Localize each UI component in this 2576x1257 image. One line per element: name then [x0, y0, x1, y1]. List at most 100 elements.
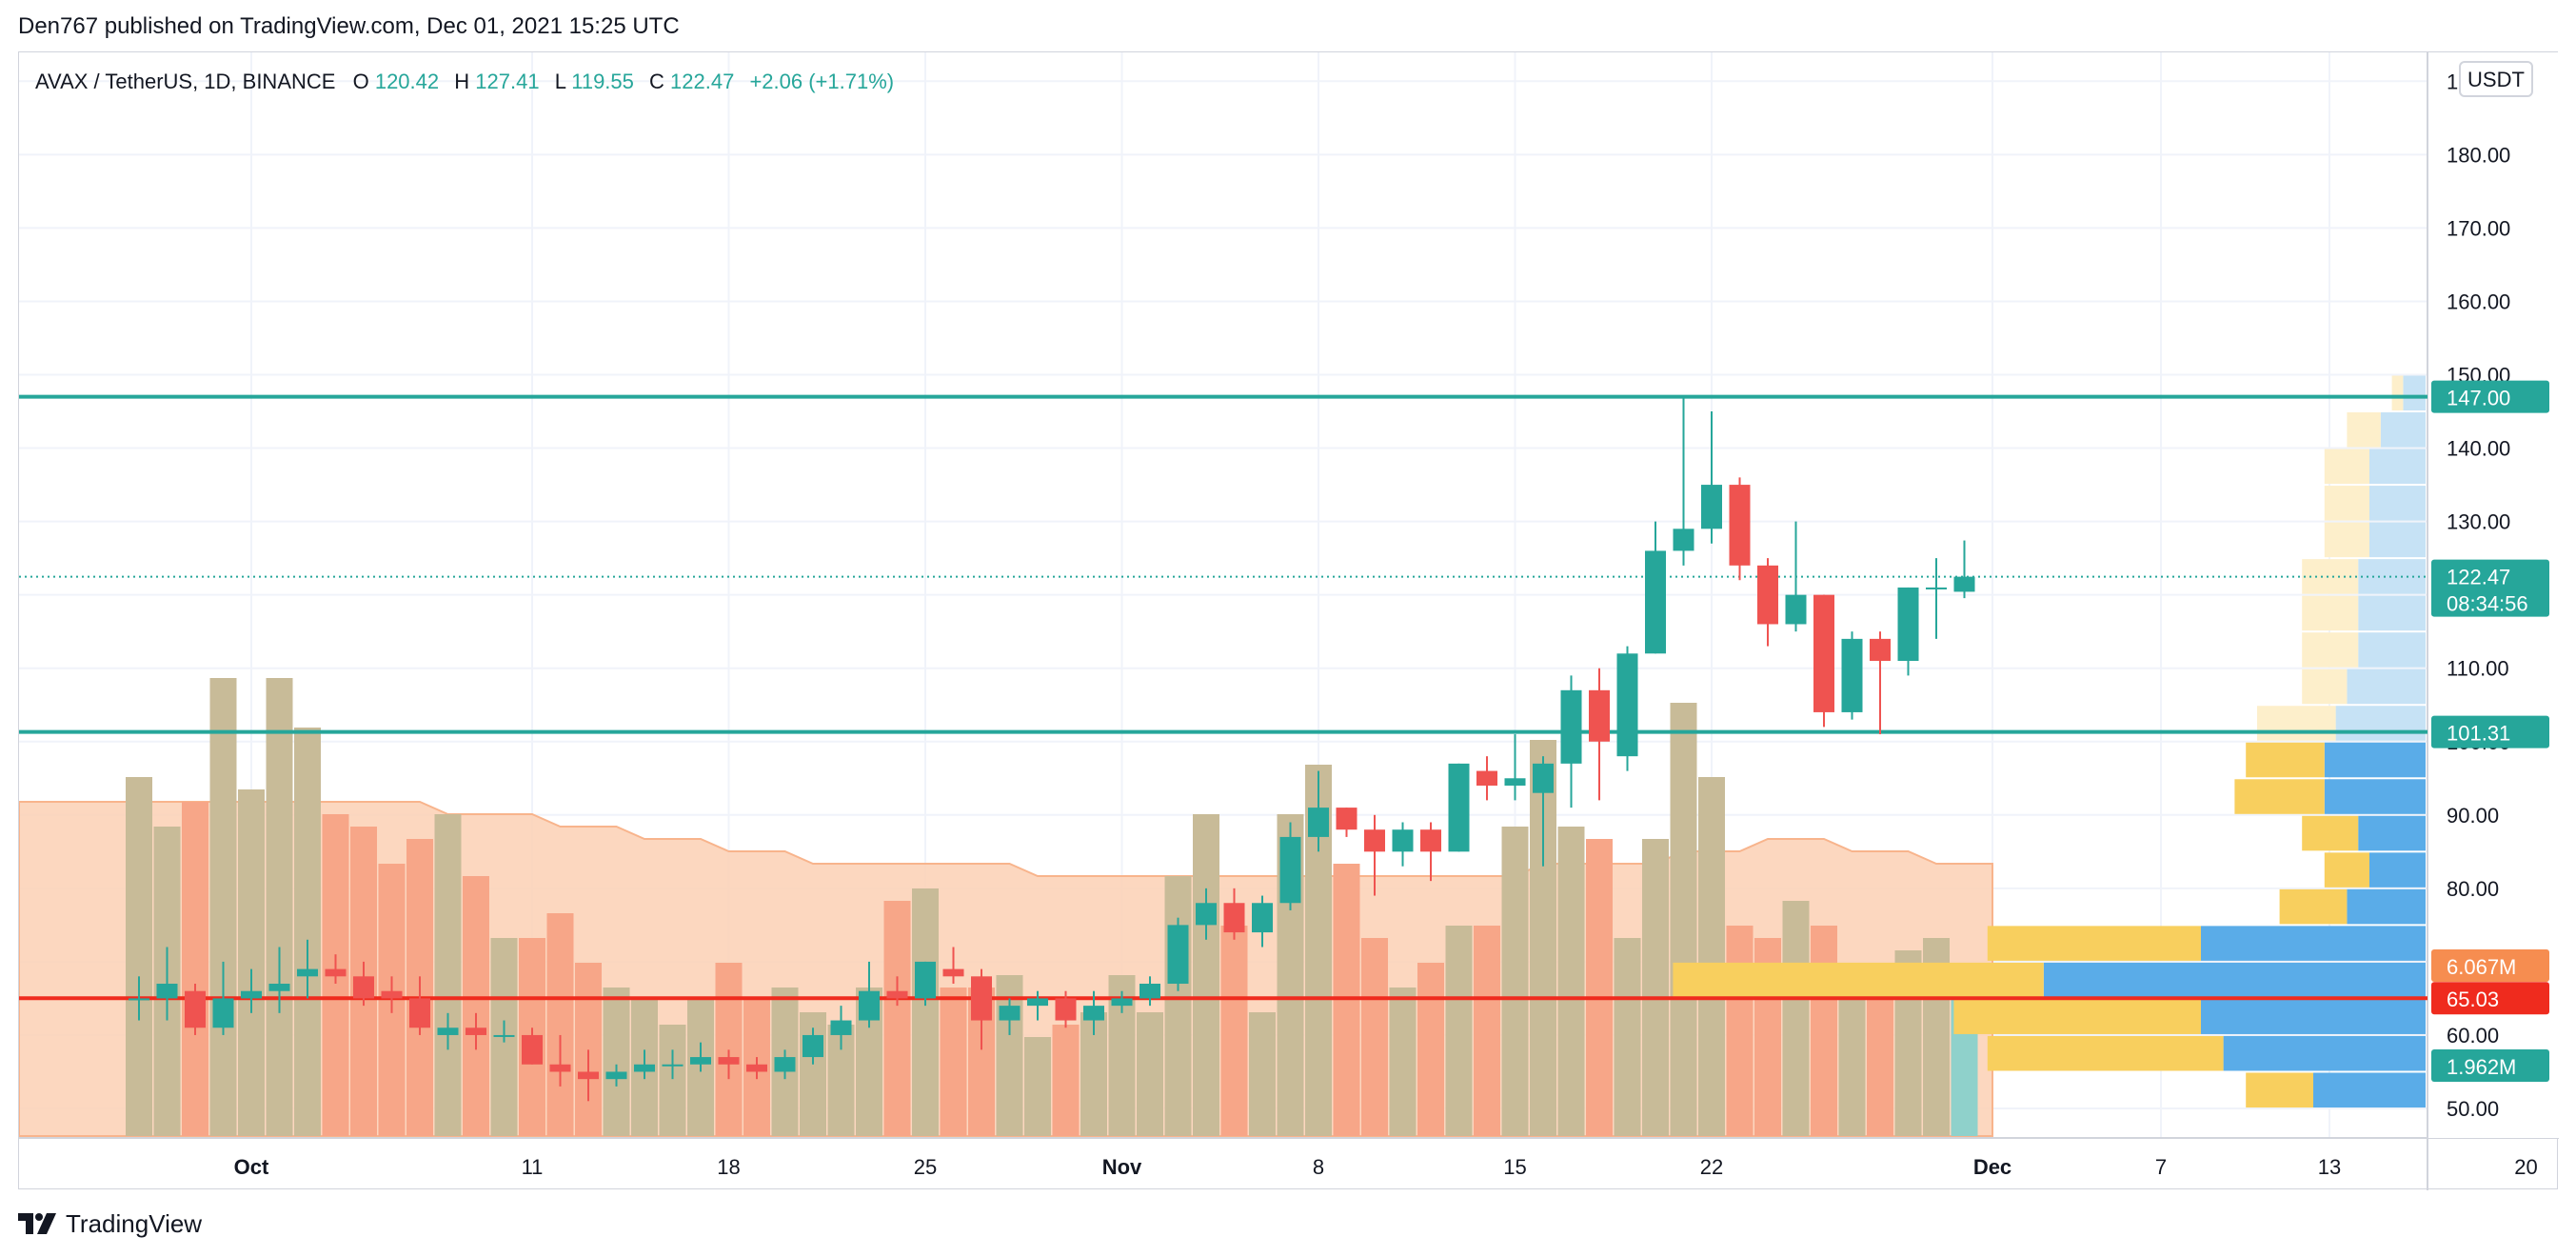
volume-bar	[1361, 938, 1388, 1136]
currency-label: USDT	[2467, 68, 2525, 91]
volume-bar	[1024, 1037, 1051, 1136]
candle-body	[1111, 998, 1133, 1007]
candle-body	[381, 990, 403, 999]
low-label: L	[555, 70, 566, 93]
volume-bar	[1867, 975, 1893, 1136]
candle-body	[578, 1071, 599, 1080]
volume-bar	[575, 963, 602, 1136]
candle-body	[662, 1064, 684, 1067]
candle-body	[634, 1064, 655, 1072]
volume-profile-up	[2369, 522, 2426, 558]
time-tick-label: 13	[2318, 1155, 2341, 1179]
candle-body	[1870, 638, 1891, 661]
low-value: 119.55	[571, 70, 634, 93]
volume-profile-down	[2302, 815, 2359, 851]
candle-body	[1616, 653, 1638, 757]
candle-body	[1813, 594, 1834, 712]
price-tick-label: 90.00	[2447, 804, 2499, 828]
time-tick-label: 20	[2514, 1155, 2537, 1179]
volume-last-label-text: 1.962M	[2447, 1055, 2516, 1079]
candle-body	[803, 1034, 823, 1058]
volume-bar	[912, 888, 939, 1136]
volume-profile-up	[2324, 742, 2426, 778]
volume-bar	[1586, 839, 1613, 1136]
price-tick-label: 60.00	[2447, 1024, 2499, 1048]
volume-profile-down	[2324, 852, 2369, 888]
time-tick-label: 11	[522, 1155, 544, 1179]
time-tick-label: 18	[717, 1155, 740, 1179]
candle-body	[942, 968, 964, 977]
last-price-label-text: 08:34:56	[2447, 592, 2528, 616]
candle-body	[1196, 903, 1217, 926]
level-label-bg	[2431, 982, 2549, 1015]
publication-info: Den767 published on TradingView.com, Dec…	[18, 13, 680, 39]
volume-profile-down	[2324, 449, 2369, 485]
volume-bar	[1052, 1025, 1080, 1136]
candle-body	[466, 1028, 486, 1035]
price-tick-label: 130.00	[2447, 510, 2510, 534]
volume-profile-down	[1987, 1035, 2224, 1071]
volume-bar	[1782, 901, 1810, 1136]
volume-profile-down	[2302, 632, 2359, 668]
candle-body	[493, 1034, 515, 1037]
price-labels: 147.00 101.31 65.03 122.47 08:34:56 6.067M 1.9…	[2431, 380, 2549, 1082]
candle-body	[297, 968, 318, 977]
price-tick-label: 160.00	[2447, 289, 2510, 313]
chart-area[interactable]: 50.0060.0070.0080.0090.00100.00110.00120…	[18, 51, 2559, 1190]
volume-profile-up	[2369, 486, 2426, 521]
volume-profile-down	[2324, 522, 2369, 558]
candle-body	[1953, 576, 1975, 592]
level-label-text: 101.31	[2447, 722, 2510, 746]
volume-bar	[1614, 938, 1641, 1136]
volume-bar	[1642, 839, 1669, 1136]
volume-ma-label-bg	[2431, 949, 2549, 982]
volume-bar	[1726, 926, 1754, 1136]
candle-body	[690, 1057, 711, 1065]
close-label: C	[649, 70, 664, 93]
volume-profile-down	[2246, 742, 2325, 778]
tradingview-logo[interactable]: TradingView	[18, 1207, 202, 1240]
price-chart[interactable]: 50.0060.0070.0080.0090.00100.00110.00120…	[19, 52, 2559, 1190]
open-label: O	[353, 70, 369, 93]
tradingview-logo-icon	[18, 1213, 56, 1234]
symbol-name: AVAX / TetherUS, 1D, BINANCE	[35, 70, 335, 93]
volume-bar	[1811, 926, 1837, 1136]
volume-profile-down	[2302, 559, 2359, 594]
volume-bar	[434, 814, 462, 1136]
level-label-bg	[2431, 715, 2549, 748]
currency-button[interactable]: USDT	[2459, 61, 2533, 97]
time-axis[interactable]: Oct 11 18 25 Nov 8 15 22 Dec 7 13 20	[234, 1155, 2538, 1179]
volume-bar	[659, 1025, 686, 1136]
time-tick-label: 15	[1503, 1155, 1526, 1179]
level-label-bg	[2431, 380, 2549, 413]
volume-bar	[1838, 988, 1866, 1136]
candle-body	[522, 1034, 543, 1065]
symbol-legend[interactable]: AVAX / TetherUS, 1D, BINANCE O 120.42 H …	[35, 70, 894, 93]
volume-bar	[182, 802, 208, 1136]
volume-profile-up	[2358, 632, 2426, 668]
volume-ma-label-text: 6.067M	[2447, 955, 2516, 979]
candle-body	[1589, 689, 1610, 742]
volume-profile-up	[2313, 1072, 2426, 1107]
candle-body	[241, 990, 262, 999]
volume-bar	[546, 913, 574, 1136]
volume-profile-down	[2234, 779, 2325, 814]
candle-body	[1167, 925, 1189, 985]
volume-profile-up	[2347, 888, 2426, 925]
volume-bar	[126, 777, 152, 1136]
candle-body	[1279, 836, 1301, 904]
volume-bar	[1389, 988, 1417, 1136]
candle-body	[1757, 565, 1778, 625]
candle-body	[1448, 763, 1470, 852]
candle-body	[1223, 903, 1245, 933]
volume-profile-down	[2279, 888, 2348, 925]
volume-bar	[1698, 777, 1725, 1136]
volume-profile-down	[2257, 706, 2336, 741]
candle-body	[915, 961, 936, 999]
candle-body	[549, 1064, 571, 1072]
candle-body	[1139, 984, 1160, 999]
candle-body	[774, 1057, 796, 1072]
candle-body	[1701, 485, 1722, 529]
volume-bar	[238, 789, 265, 1136]
volume-profile-down	[2302, 595, 2359, 631]
